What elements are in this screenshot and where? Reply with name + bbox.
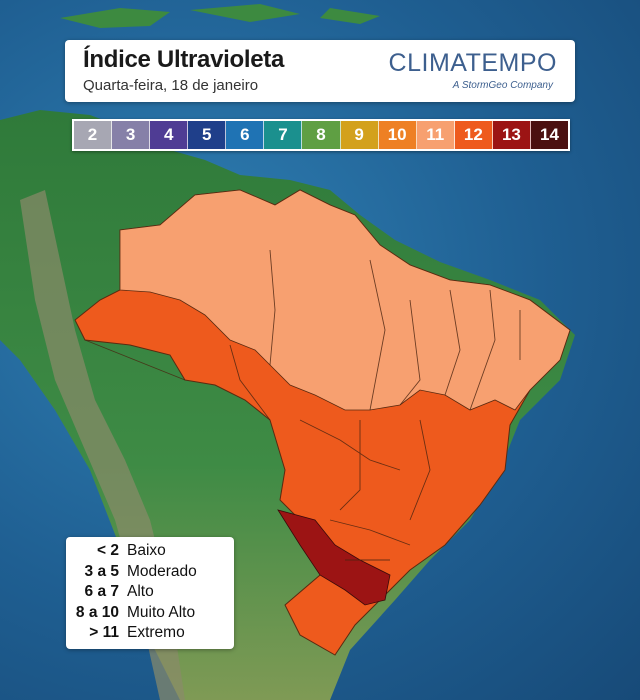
uv-region-11: [119, 189, 571, 411]
brand-tagline: A StormGeo Company: [452, 80, 553, 91]
uv-scale-cell-2: 2: [74, 121, 113, 149]
legend-row: 3 a 5 Moderado: [66, 562, 234, 583]
uv-scale-cell-12: 12: [454, 121, 493, 149]
legend-label: Baixo: [127, 542, 166, 560]
legend-row: 6 a 7 Alto: [66, 582, 234, 603]
legend-row: < 2 Baixo: [66, 541, 234, 562]
legend-range: 8 a 10: [75, 603, 119, 621]
legend-range: < 2: [97, 542, 119, 560]
legend-range: 6 a 7: [84, 583, 119, 601]
caribbean-islands: [60, 4, 380, 28]
uv-scale-cell-4: 4: [150, 121, 189, 149]
uv-scale-cell-11: 11: [416, 121, 455, 149]
state-borders: [84, 249, 521, 561]
uv-scale-cell-7: 7: [264, 121, 303, 149]
legend-range: 3 a 5: [84, 562, 119, 580]
uv-scale-cell-10: 10: [378, 121, 417, 149]
page-title: Índice Ultravioleta: [83, 46, 285, 73]
uv-region-13: [277, 509, 391, 606]
legend-row: 8 a 10 Muito Alto: [66, 603, 234, 624]
title-card: Índice Ultravioleta Quarta-feira, 18 de …: [65, 40, 575, 102]
legend-label: Moderado: [127, 562, 197, 580]
uv-scale-cell-8: 8: [302, 121, 341, 149]
uv-scale-cell-14: 14: [530, 121, 569, 149]
uv-scale-cell-13: 13: [492, 121, 531, 149]
brand-logo-text: CLIMATEMPO: [388, 49, 557, 77]
uv-color-scale: 2 3 4 5 6 7 8 9 10 11 12 13 14: [72, 119, 570, 151]
legend-row: > 11 Extremo: [66, 623, 234, 644]
legend-label: Muito Alto: [127, 603, 196, 621]
legend-label: Extremo: [127, 624, 185, 642]
uv-legend: < 2 Baixo 3 a 5 Moderado 6 a 7 Alto 8 a 10 Muit…: [66, 537, 234, 649]
uv-scale-cell-6: 6: [226, 121, 265, 149]
uv-scale-cell-5: 5: [188, 121, 227, 149]
date-subtitle: Quarta-feira, 18 de janeiro: [83, 77, 259, 94]
uv-scale-cell-3: 3: [112, 121, 151, 149]
legend-range: > 11: [89, 624, 119, 642]
uv-scale-cell-9: 9: [340, 121, 379, 149]
legend-label: Alto: [127, 583, 154, 601]
